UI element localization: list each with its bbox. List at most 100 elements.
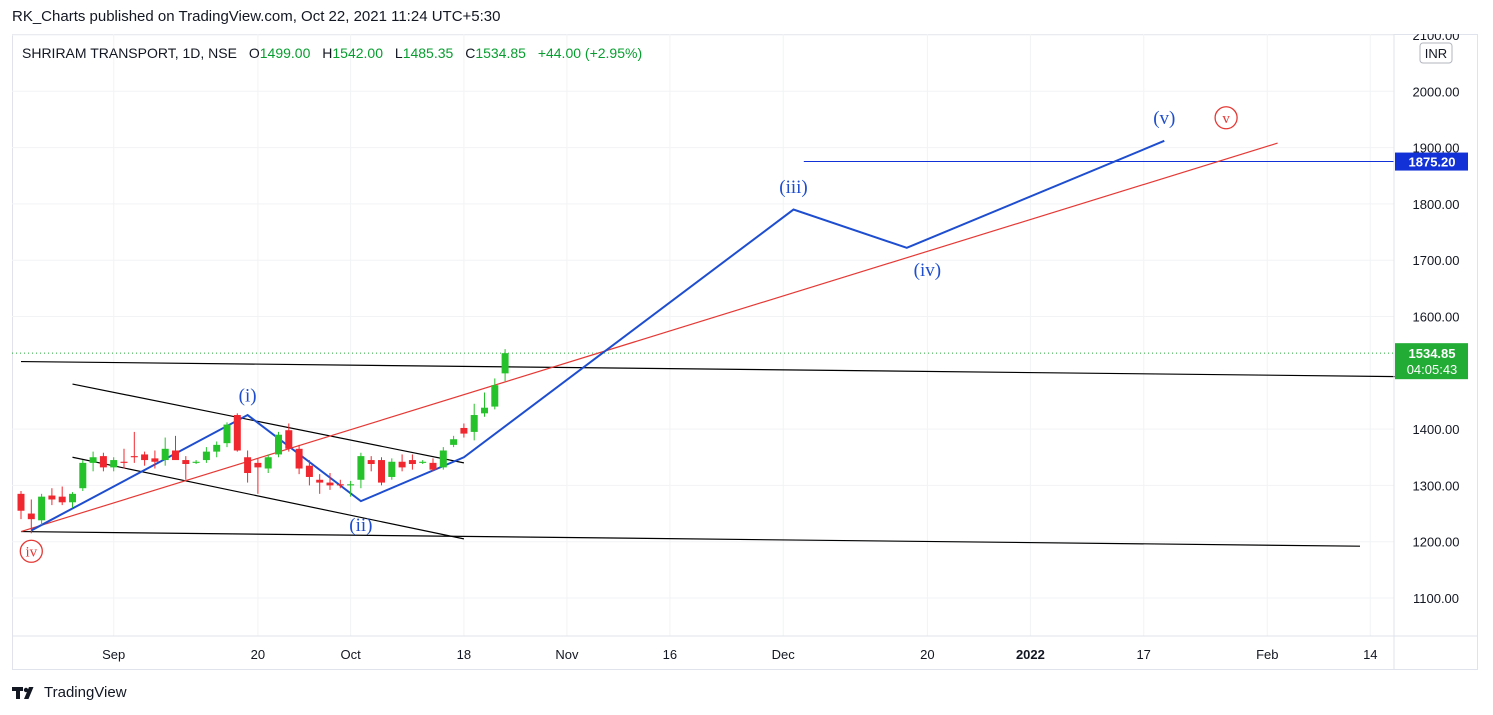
price-tick-label: 1100.00	[1413, 591, 1459, 606]
open-label: O	[249, 45, 260, 61]
wave-label-circle	[19, 539, 43, 563]
elliott-wave-path[interactable]	[30, 139, 1165, 532]
candle-body[interactable]	[89, 457, 97, 463]
current-price-tag	[1395, 343, 1468, 380]
candle-body[interactable]	[58, 496, 66, 503]
candle-body[interactable]	[172, 450, 179, 461]
candle-body[interactable]	[336, 484, 344, 486]
currency-badge[interactable]: INR	[1419, 42, 1453, 64]
candle-body[interactable]	[367, 460, 375, 465]
candle-body[interactable]	[501, 353, 509, 374]
close-label: C	[465, 45, 475, 61]
candle-body[interactable]	[120, 461, 128, 463]
candle-body[interactable]	[439, 450, 447, 468]
currency-label: INR	[1425, 46, 1447, 61]
candle-body[interactable]	[69, 493, 76, 503]
time-tick-label: 20	[920, 647, 934, 662]
red-trend-line[interactable]	[20, 142, 1278, 533]
candle-body[interactable]	[378, 460, 385, 483]
brand-name: TradingView	[44, 684, 127, 701]
candle-body[interactable]	[38, 496, 46, 521]
open-value: 1499.00	[260, 45, 311, 61]
candle-body[interactable]	[388, 461, 396, 477]
neckline-upper-line[interactable]	[20, 360, 1412, 378]
candle-body[interactable]	[357, 456, 365, 480]
change-value: +44.00 (+2.95%)	[538, 45, 642, 61]
candle-body[interactable]	[244, 457, 252, 474]
candle-body[interactable]	[347, 484, 355, 486]
time-tick-label: 17	[1136, 647, 1150, 662]
high-label: H	[322, 45, 332, 61]
candle-body[interactable]	[233, 415, 241, 451]
candle-body[interactable]	[151, 458, 159, 462]
candle-body[interactable]	[202, 451, 210, 461]
drawing-layer	[12, 139, 1412, 547]
price-tick-label: 1800.00	[1413, 197, 1460, 212]
candle-body[interactable]	[275, 434, 282, 455]
candle-body[interactable]	[254, 462, 262, 468]
price-tick-label: 1200.00	[1413, 535, 1460, 550]
candle-body[interactable]	[305, 465, 313, 477]
candle-body[interactable]	[419, 461, 427, 463]
time-tick-label: 2022	[1016, 647, 1045, 662]
candles-layer	[17, 349, 509, 534]
time-tick-label: 14	[1363, 647, 1377, 662]
wave-label: iv	[25, 544, 37, 560]
neckline-lower-line[interactable]	[20, 530, 1361, 547]
wave-label: (i)	[239, 385, 257, 406]
candle-body[interactable]	[264, 457, 272, 469]
tradingview-logo-icon	[12, 686, 34, 699]
channel-lower-line[interactable]	[72, 456, 465, 540]
candle-body[interactable]	[192, 461, 200, 463]
candle-body[interactable]	[326, 482, 334, 486]
low-label: L	[395, 45, 403, 61]
candle-body[interactable]	[408, 460, 416, 465]
candle-body[interactable]	[110, 460, 118, 468]
high-value: 1542.00	[332, 45, 383, 61]
time-tick-label: Sep	[102, 647, 125, 662]
wave-labels-layer: (i) (ii) (iii) (iv) (v) iv v	[19, 106, 1238, 563]
wave-label: v	[1222, 111, 1230, 127]
candle-body[interactable]	[213, 444, 221, 452]
channel-upper-line[interactable]	[72, 383, 465, 464]
close-value: 1534.85	[475, 45, 526, 61]
candle-body[interactable]	[491, 385, 499, 407]
candle-body[interactable]	[48, 495, 56, 500]
price-tick-label: 2100.00	[1413, 34, 1460, 43]
candle-body[interactable]	[398, 461, 406, 468]
grid-layer	[12, 34, 1394, 636]
current-price-tag-label: 1534.85	[1409, 346, 1456, 361]
wave-label: (v)	[1153, 108, 1175, 129]
price-tick-label: 1600.00	[1413, 309, 1460, 324]
candle-body[interactable]	[27, 513, 35, 520]
candle-body[interactable]	[429, 462, 437, 470]
candle-body[interactable]	[295, 448, 303, 469]
time-tick-label: Feb	[1256, 647, 1278, 662]
low-value: 1485.35	[403, 45, 454, 61]
price-tick-label: 2000.00	[1413, 84, 1460, 99]
candle-body[interactable]	[481, 407, 488, 414]
price-tick-label: 1300.00	[1413, 478, 1460, 493]
candle-body[interactable]	[470, 415, 478, 432]
candle-body[interactable]	[161, 448, 169, 461]
candle-body[interactable]	[17, 493, 25, 511]
candle-body[interactable]	[182, 460, 190, 465]
candle-body[interactable]	[99, 456, 107, 468]
candle-body[interactable]	[450, 439, 458, 445]
candle-body[interactable]	[79, 462, 87, 489]
candle-body[interactable]	[141, 454, 149, 461]
candle-body[interactable]	[460, 427, 468, 434]
price-chart[interactable]: (i) (ii) (iii) (iv) (v) iv v 2100.00 2000.00 190…	[12, 34, 1478, 670]
candle-body[interactable]	[130, 456, 138, 458]
time-tick-label: 18	[457, 647, 471, 662]
time-tick-label: 20	[251, 647, 265, 662]
time-tick-label: Dec	[772, 647, 796, 662]
footer: TradingView	[12, 684, 127, 701]
publisher-caption: RK_Charts published on TradingView.com, …	[12, 8, 501, 25]
time-tick-label: Oct	[340, 647, 361, 662]
candle-body[interactable]	[316, 479, 324, 483]
candle-body[interactable]	[223, 424, 231, 444]
target-price-tag	[1395, 152, 1468, 171]
price-tick-label: 1400.00	[1413, 422, 1460, 437]
candle-body[interactable]	[285, 430, 293, 449]
